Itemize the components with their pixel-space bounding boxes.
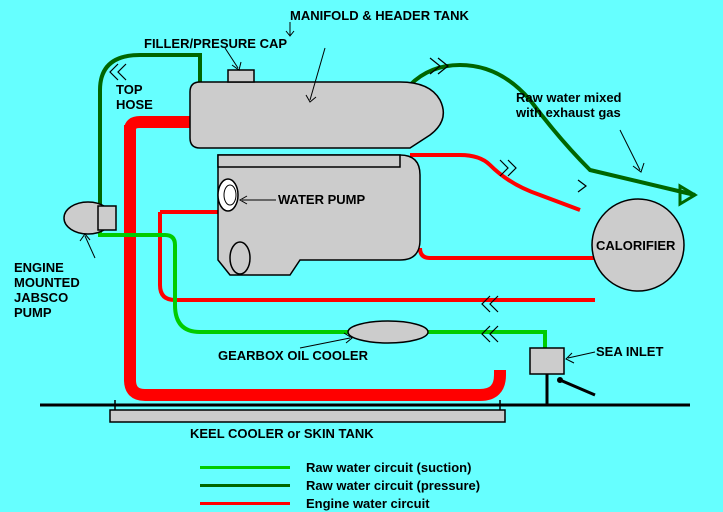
- label-tophose: TOP HOSE: [116, 82, 153, 112]
- label-manifold: MANIFOLD & HEADER TANK: [290, 8, 469, 23]
- legend-row-1: Raw water circuit (pressure): [200, 478, 480, 493]
- legend-line-1: [200, 484, 290, 487]
- label-filler: FILLER/PRESURE CAP: [144, 36, 287, 51]
- label-pump: WATER PUMP: [278, 192, 365, 207]
- label-keel: KEEL COOLER or SKIN TANK: [190, 426, 374, 441]
- label-exhaust: Raw water mixed with exhaust gas: [516, 90, 622, 120]
- seacock-handle: [560, 380, 595, 395]
- manifold-tank: [190, 82, 443, 148]
- keel-cooler: [110, 410, 505, 422]
- legend-row-2: Engine water circuit: [200, 496, 430, 511]
- legend-label-1: Raw water circuit (pressure): [306, 478, 480, 493]
- legend-label-2: Engine water circuit: [306, 496, 430, 511]
- label-seainlet: SEA INLET: [596, 344, 663, 359]
- engine-water-to-exhaust: [410, 155, 580, 210]
- raw-pressure-up: [100, 55, 200, 210]
- label-gearbox: GEARBOX OIL COOLER: [218, 348, 368, 363]
- raw-pressure-exhaust: [410, 65, 695, 195]
- legend-row-0: Raw water circuit (suction): [200, 460, 471, 475]
- filler-cap: [228, 70, 254, 82]
- label-jabsco: ENGINE MOUNTED JABSCO PUMP: [14, 260, 80, 320]
- sea-inlet: [530, 348, 564, 374]
- label-calorifier: CALORIFIER: [596, 238, 675, 253]
- legend-line-0: [200, 466, 290, 469]
- legend-label-0: Raw water circuit (suction): [306, 460, 471, 475]
- legend-line-2: [200, 502, 290, 505]
- gearbox-oil-cooler: [348, 321, 428, 343]
- engine-water-calorifier-return: [420, 248, 595, 258]
